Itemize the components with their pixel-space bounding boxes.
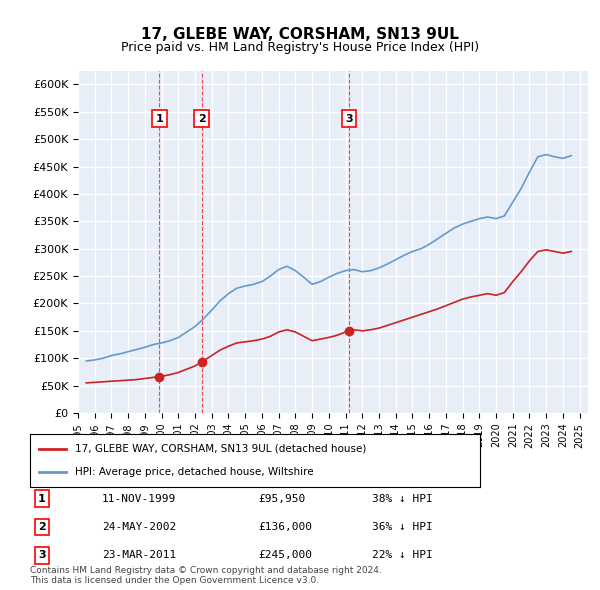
Text: 23-MAR-2011: 23-MAR-2011 bbox=[102, 550, 176, 560]
Text: 3: 3 bbox=[346, 114, 353, 124]
Text: Contains HM Land Registry data © Crown copyright and database right 2024.: Contains HM Land Registry data © Crown c… bbox=[30, 566, 382, 575]
Text: 1: 1 bbox=[155, 114, 163, 124]
Text: Price paid vs. HM Land Registry's House Price Index (HPI): Price paid vs. HM Land Registry's House … bbox=[121, 41, 479, 54]
Text: 24-MAY-2002: 24-MAY-2002 bbox=[102, 522, 176, 532]
Text: This data is licensed under the Open Government Licence v3.0.: This data is licensed under the Open Gov… bbox=[30, 576, 319, 585]
Text: 38% ↓ HPI: 38% ↓ HPI bbox=[372, 494, 433, 503]
Text: 2: 2 bbox=[197, 114, 205, 124]
Text: £245,000: £245,000 bbox=[258, 550, 312, 560]
Text: 22% ↓ HPI: 22% ↓ HPI bbox=[372, 550, 433, 560]
Text: 11-NOV-1999: 11-NOV-1999 bbox=[102, 494, 176, 503]
Text: HPI: Average price, detached house, Wiltshire: HPI: Average price, detached house, Wilt… bbox=[75, 467, 314, 477]
Text: 17, GLEBE WAY, CORSHAM, SN13 9UL (detached house): 17, GLEBE WAY, CORSHAM, SN13 9UL (detach… bbox=[75, 444, 367, 454]
Text: 3: 3 bbox=[38, 550, 46, 560]
Text: £136,000: £136,000 bbox=[258, 522, 312, 532]
Text: 17, GLEBE WAY, CORSHAM, SN13 9UL: 17, GLEBE WAY, CORSHAM, SN13 9UL bbox=[141, 27, 459, 41]
Text: 36% ↓ HPI: 36% ↓ HPI bbox=[372, 522, 433, 532]
Text: 1: 1 bbox=[38, 494, 46, 503]
Text: 2: 2 bbox=[38, 522, 46, 532]
Text: £95,950: £95,950 bbox=[258, 494, 305, 503]
